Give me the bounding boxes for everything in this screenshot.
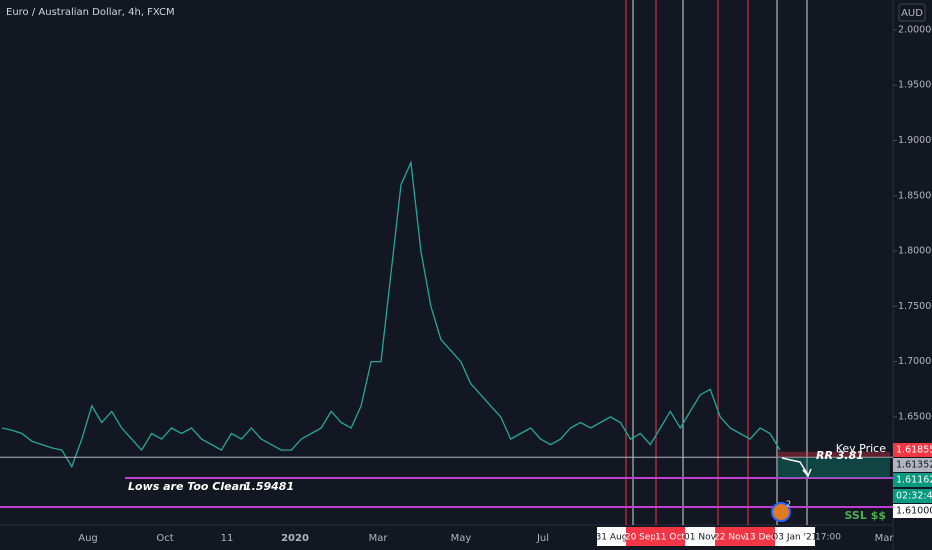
time-tick-label: 11 <box>221 533 234 544</box>
date-label-box <box>745 527 775 546</box>
price-tick-label: 1.90000 <box>898 135 932 146</box>
price-tick-label: 2.00000 <box>898 24 932 35</box>
annotation: Lows are Too Clean <box>128 480 247 493</box>
date-label-box <box>626 527 655 546</box>
time-now: 17:00 <box>815 533 841 543</box>
price-label-box <box>893 504 932 518</box>
price-label: 1.61000 <box>896 506 932 517</box>
price-tick-label: 1.95000 <box>898 80 932 91</box>
price-tick-label: 1.75000 <box>898 301 932 312</box>
price-label: 1.61352 <box>896 460 932 471</box>
currency-button[interactable] <box>898 3 926 22</box>
time-tick-label: Oct <box>156 533 173 544</box>
date-label: 20 Sep <box>625 533 657 543</box>
price-tick-label: 1.70000 <box>898 356 932 367</box>
arrow <box>781 457 812 478</box>
price-label-box <box>893 473 932 487</box>
price-label: 1.61162 <box>896 475 932 486</box>
annotation: Key Price <box>836 442 887 455</box>
countdown: 02:32:44 <box>896 491 932 502</box>
time-tick-label: 2020 <box>281 533 309 544</box>
date-label: 22 Nov <box>714 533 747 543</box>
date-label-box <box>597 527 626 546</box>
annotation: 1.59481 <box>244 480 294 493</box>
date-label: 31 Aug <box>596 533 628 543</box>
date-label: 01 Nov <box>684 533 717 543</box>
price-line <box>1 160 781 469</box>
badge[interactable] <box>771 502 791 522</box>
stop-zone <box>777 451 890 458</box>
annotation: RR 3.81 <box>816 449 864 462</box>
date-label-box <box>775 527 815 546</box>
price-tick-label: 1.65000 <box>898 411 932 422</box>
date-label: 11 Oct <box>655 533 685 543</box>
price-label-box <box>893 443 932 457</box>
badge-count[interactable]: 2 <box>786 500 791 509</box>
date-label-box <box>715 527 745 546</box>
price-label-box <box>893 458 932 472</box>
symbol-title: Euro / Australian Dollar, 4h, FXCM <box>6 7 175 18</box>
countdown-box <box>893 489 932 503</box>
date-label: 13 Dec <box>744 533 776 543</box>
date-label-box <box>655 527 685 546</box>
price-label: 1.61855 <box>896 445 932 456</box>
time-tick-label: Aug <box>78 533 98 544</box>
annotation: SSL $$ <box>845 509 887 522</box>
time-tick-label: Mar <box>369 533 389 544</box>
currency[interactable]: AUD <box>901 8 923 19</box>
price-tick-label: 1.85000 <box>898 190 932 201</box>
time-tick-label: Mar <box>875 533 895 544</box>
time-tick-label: May <box>451 533 472 544</box>
date-label-box <box>685 527 715 546</box>
price-tick-label: 1.80000 <box>898 246 932 257</box>
time-tick-label: Jul <box>536 533 549 544</box>
date-label: 03 Jan '21 <box>773 533 818 543</box>
